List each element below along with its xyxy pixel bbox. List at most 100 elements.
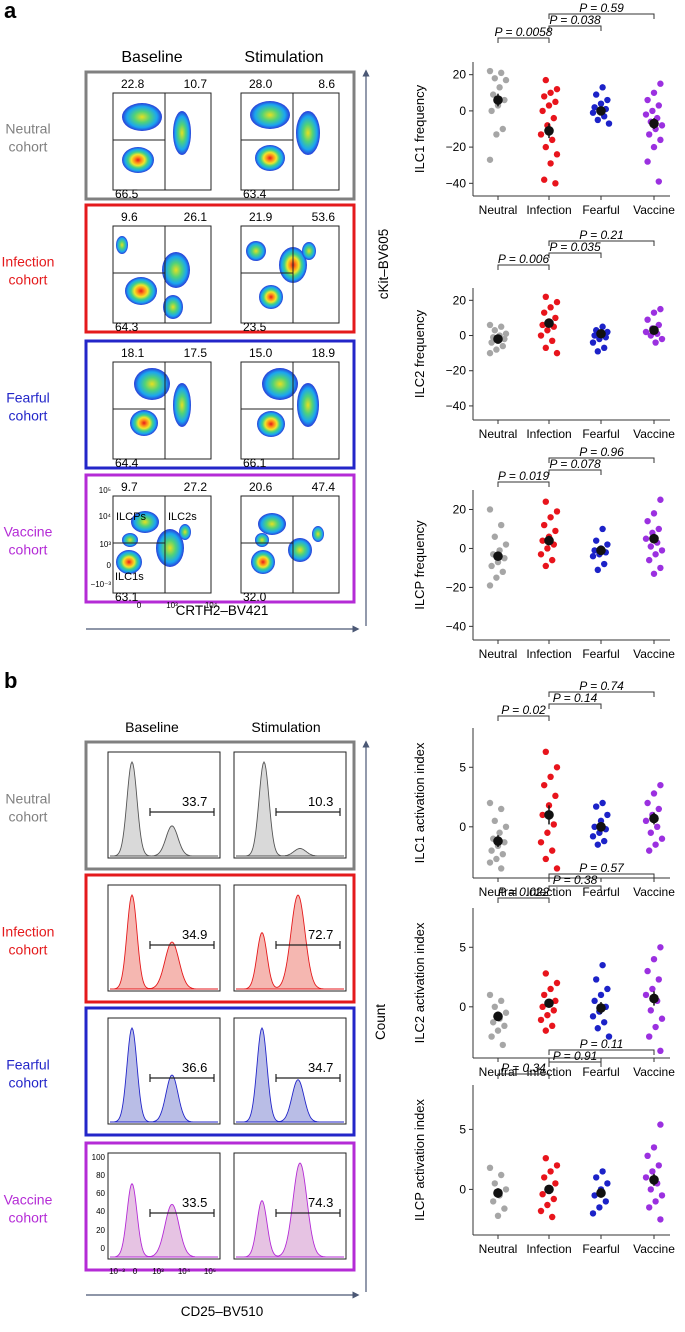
data-point-vaccine [650,510,658,517]
x-tick-label-neutral: Neutral [479,427,518,441]
data-point-neutral [502,76,510,84]
data-point-infection [539,107,546,115]
y-tick-label: 5 [459,760,466,774]
data-point-fearful [594,566,601,574]
density-cluster-baseline-vaccine-0 [116,550,142,574]
x-tick-label-infection: Infection [526,427,571,441]
data-point-vaccine [652,551,659,558]
data-point-neutral [486,991,494,999]
quadrant-tl-baseline-fearful: 18.1 [121,346,145,360]
data-point-fearful [589,109,597,116]
data-point-infection [544,545,551,552]
cohort-label-fearful-b-line2: cohort [9,1075,48,1091]
panel-a-flow-rows: Neutral cohort 22.8 10.7 66.5 28.0 8.6 63.4 Infe… [2,70,356,610]
data-point-vaccine [657,1047,664,1055]
data-point-fearful [597,100,605,107]
data-point-infection [553,764,561,771]
histogram-x-tick: 10³ [152,1267,164,1276]
data-point-neutral [488,847,495,854]
histogram-x-tick: 10⁴ [178,1267,191,1276]
data-point-infection [542,970,549,977]
data-point-fearful [591,1192,598,1199]
density-cluster-baseline-infection-1 [162,252,190,288]
y-axis-label: ILC1 activation index [412,742,427,863]
gate-label-ilc2s: ILC2s [168,511,197,523]
data-point-infection [547,1168,554,1175]
data-point-infection [550,1195,557,1203]
chart-ilc2-activation: 5 0 Neutral Infection Fearful Vaccine ILC2 act… [412,861,675,1079]
data-point-neutral [499,850,506,858]
histogram-stim-fearful [236,1027,344,1123]
data-point-fearful [605,120,613,127]
data-point-vaccine [646,1033,653,1040]
data-point-infection [542,344,549,352]
x-tick-label-neutral: Neutral [479,203,518,217]
y-tick-label: 0 [459,541,466,555]
data-point-neutral [486,506,494,513]
cohort-label-fearful-line2: cohort [9,408,48,424]
data-point-vaccine [657,944,664,951]
data-point-neutral [490,1019,497,1026]
data-point-vaccine [657,1121,664,1128]
data-point-vaccine [647,1186,654,1193]
density-cluster-baseline-vaccine-1 [131,511,159,533]
p-value-label: P = 0.019 [498,469,550,483]
data-point-infection [539,1191,546,1198]
cohort-label-infection: Infection [2,254,55,270]
quadrant-tl-baseline-vaccine: 9.7 [121,480,138,494]
data-point-vaccine [644,799,651,807]
y-tick-label: −40 [446,619,467,633]
mean-marker-vaccine [649,325,659,336]
density-cluster-baseline-neutral-1 [122,147,154,173]
histogram-baseline-fearful [110,1027,218,1123]
data-point-neutral [501,1022,508,1030]
data-point-vaccine [650,790,658,797]
quadrant-bl-baseline-neutral: 66.5 [115,187,139,201]
y-tick-label: 5 [459,1122,466,1136]
data-point-fearful [601,1019,608,1026]
comparison-bracket [497,897,550,903]
density-plot-baseline-infection [112,225,212,324]
data-point-fearful [593,537,600,544]
x-tick-label-infection: Infection [526,885,571,899]
mean-marker-infection [544,318,554,329]
mean-marker-fearful [596,545,606,556]
density-y-tick: 10⁴ [99,512,112,521]
data-point-infection [539,321,546,329]
histogram-stim-vaccine [236,1162,344,1258]
data-point-fearful [591,332,598,339]
data-point-neutral [499,125,506,133]
data-point-infection [539,1003,546,1011]
density-cluster-baseline-fearful-1 [130,410,158,436]
quadrant-tr-baseline-vaccine: 27.2 [184,480,208,494]
data-point-vaccine [646,556,653,564]
mean-marker-fearful [596,1003,606,1013]
cd25-positive-percent-baseline-vaccine: 33.5 [182,1195,207,1210]
data-point-vaccine [644,1152,651,1160]
data-point-infection [537,131,545,138]
data-point-neutral [486,349,494,357]
density-cluster-stim-vaccine-0 [251,550,275,574]
cd25-positive-percent-stim-fearful: 34.7 [308,1060,333,1075]
data-point-vaccine [657,1216,664,1223]
data-point-infection [553,1162,561,1169]
data-point-neutral [502,1009,510,1016]
comparison-bracket [548,873,655,879]
data-point-neutral [499,342,506,350]
data-point-infection [547,985,554,993]
data-point-infection [537,551,545,558]
density-x-tick: 10³ [166,601,178,610]
density-cluster-baseline-fearful-2 [173,383,191,427]
data-point-fearful [593,91,600,98]
quadrant-bl-stim-neutral: 63.4 [243,187,267,201]
mean-marker-vaccine [649,118,659,129]
data-point-vaccine [657,136,664,144]
histogram-frame-stim-neutral [233,751,347,859]
data-point-infection [549,337,556,344]
data-point-neutral [501,554,508,562]
histogram-x-tick: 10⁵ [204,1267,216,1276]
data-point-neutral [493,131,500,138]
cohort-label-neutral: Neutral [5,121,50,137]
data-point-vaccine [652,1023,659,1031]
x-tick-label-neutral: Neutral [479,885,518,899]
